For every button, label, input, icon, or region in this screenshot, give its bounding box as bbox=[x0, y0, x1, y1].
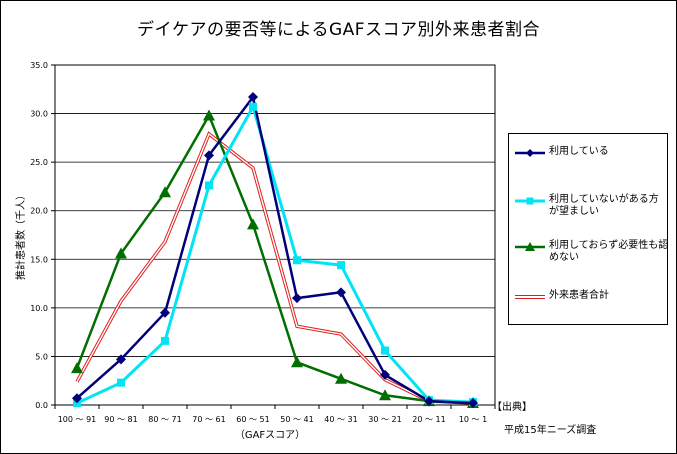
y-tick-label: 25.0 bbox=[30, 158, 48, 167]
legend-item-desirable: 利用していないがある方 が望ましい bbox=[513, 194, 667, 224]
point-using bbox=[248, 92, 258, 103]
series-line-total bbox=[75, 131, 474, 405]
legend-label-not-needed: 利用しておらず必要性も認 めない bbox=[549, 240, 669, 263]
point-not-needed bbox=[159, 186, 171, 198]
x-tick-label: 50 ～ 41 bbox=[280, 415, 313, 424]
source-label: 【出典】 bbox=[492, 402, 532, 413]
x-tick-label: 20 ～ 11 bbox=[412, 415, 445, 424]
point-desirable bbox=[161, 336, 169, 345]
legend-item-not-needed: 利用しておらず必要性も認 めない bbox=[513, 240, 669, 270]
legend-swatch-not-needed bbox=[515, 242, 545, 251]
y-tick-label: 10.0 bbox=[30, 304, 48, 313]
x-tick-label: 10 ～ 1 bbox=[459, 415, 487, 424]
series-line-total-inner bbox=[76, 132, 474, 404]
point-not-needed bbox=[203, 109, 215, 121]
x-axis-title: （GAFスコア） bbox=[235, 429, 305, 441]
point-using bbox=[380, 369, 390, 380]
legend: 利用している 利用していないがある方 が望ましい 利用しておらず必要性も認 めない … bbox=[508, 133, 668, 325]
point-using bbox=[160, 307, 170, 318]
x-tick-label: 60 ～ 51 bbox=[236, 415, 269, 424]
legend-label-using: 利用している bbox=[549, 146, 609, 157]
legend-item-using: 利用している bbox=[513, 146, 667, 176]
x-tick-label: 100 ～ 91 bbox=[58, 415, 97, 424]
point-using bbox=[424, 396, 434, 407]
point-not-needed bbox=[379, 389, 391, 401]
point-not-needed bbox=[291, 356, 303, 368]
point-using bbox=[116, 354, 126, 365]
legend-label-total: 外来患者合計 bbox=[549, 290, 609, 301]
point-desirable bbox=[337, 261, 345, 270]
x-tick-label: 40 ～ 31 bbox=[324, 415, 357, 424]
y-tick-label: 0.0 bbox=[35, 401, 48, 410]
point-not-needed bbox=[115, 247, 127, 259]
y-tick-label: 30.0 bbox=[30, 110, 48, 119]
y-axis-title: 推計患者数（千人） bbox=[14, 190, 27, 280]
chart-title: デイケアの要否等によるGAFスコア別外来患者割合 bbox=[136, 20, 541, 40]
legend-swatch-using bbox=[515, 149, 545, 157]
legend-label-desirable: 利用していないがある方 が望ましい bbox=[549, 194, 659, 217]
point-not-needed bbox=[335, 372, 347, 384]
x-tick-label: 90 ～ 81 bbox=[104, 415, 137, 424]
point-using bbox=[204, 150, 214, 161]
point-not-needed bbox=[247, 218, 259, 230]
point-desirable bbox=[205, 181, 213, 190]
x-tick-label: 70 ～ 61 bbox=[192, 415, 225, 424]
plot-area bbox=[54, 64, 496, 406]
y-tick-label: 15.0 bbox=[30, 255, 48, 264]
point-desirable bbox=[293, 256, 301, 265]
point-using bbox=[72, 393, 82, 404]
legend-swatch-desirable bbox=[515, 197, 545, 205]
y-tick-label: 35.0 bbox=[30, 61, 48, 70]
source-text: 平成15年ニーズ調査 bbox=[504, 425, 597, 436]
series-line-desirable bbox=[76, 105, 474, 405]
point-using bbox=[468, 398, 478, 409]
x-tick-label: 30 ～ 21 bbox=[368, 415, 401, 424]
point-not-needed bbox=[71, 362, 83, 374]
point-using bbox=[292, 293, 302, 304]
x-tick-label: 80 ～ 71 bbox=[148, 415, 181, 424]
point-desirable bbox=[381, 346, 389, 355]
point-desirable bbox=[117, 378, 125, 387]
point-using bbox=[336, 287, 346, 298]
y-tick-label: 20.0 bbox=[30, 207, 48, 216]
series-line-not-needed bbox=[75, 114, 474, 405]
legend-item-total: 外来患者合計 bbox=[513, 290, 667, 320]
y-tick-label: 5.0 bbox=[35, 352, 48, 361]
legend-swatch-total bbox=[515, 295, 545, 299]
point-desirable bbox=[249, 102, 257, 111]
series-line-using bbox=[76, 95, 474, 405]
